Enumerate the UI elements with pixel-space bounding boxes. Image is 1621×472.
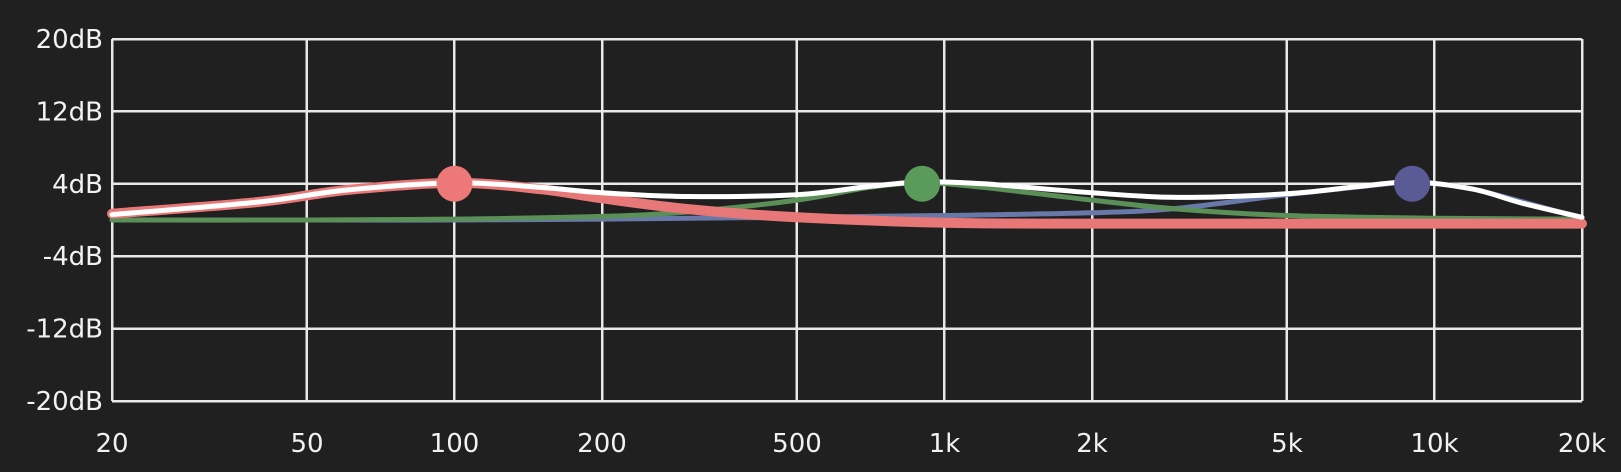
y-tick-label: 20dB [36, 25, 103, 55]
band-2-handle[interactable] [904, 165, 941, 202]
x-tick-label: 5k [1271, 429, 1303, 459]
x-tick-label: 20k [1558, 429, 1606, 459]
x-tick-label: 20 [95, 429, 128, 459]
x-tick-label: 500 [772, 429, 822, 459]
x-tick-label: 50 [290, 429, 323, 459]
x-axis-tick-labels: 20 50 100 200 500 1k 2k 5k 10k 20k [95, 429, 1606, 459]
combined-response-curve [109, 179, 1585, 220]
x-tick-label: 10k [1410, 429, 1458, 459]
x-tick-label: 200 [577, 429, 627, 459]
band-handles [436, 165, 1431, 202]
eq-curves [107, 177, 1587, 229]
band-1-handle[interactable] [436, 165, 473, 202]
band-3-handle[interactable] [1394, 165, 1431, 202]
x-tick-label: 1k [929, 429, 961, 459]
y-tick-label: 12dB [36, 97, 103, 127]
y-tick-label: -4dB [43, 242, 103, 272]
y-tick-label: 4dB [52, 170, 103, 200]
grid [110, 37, 1584, 403]
x-tick-label: 100 [430, 429, 480, 459]
y-tick-label: -20dB [26, 387, 103, 417]
y-axis-tick-labels: 20dB 12dB 4dB -4dB -12dB -20dB [26, 25, 103, 417]
x-tick-label: 2k [1076, 429, 1108, 459]
y-tick-label: -12dB [26, 315, 103, 345]
